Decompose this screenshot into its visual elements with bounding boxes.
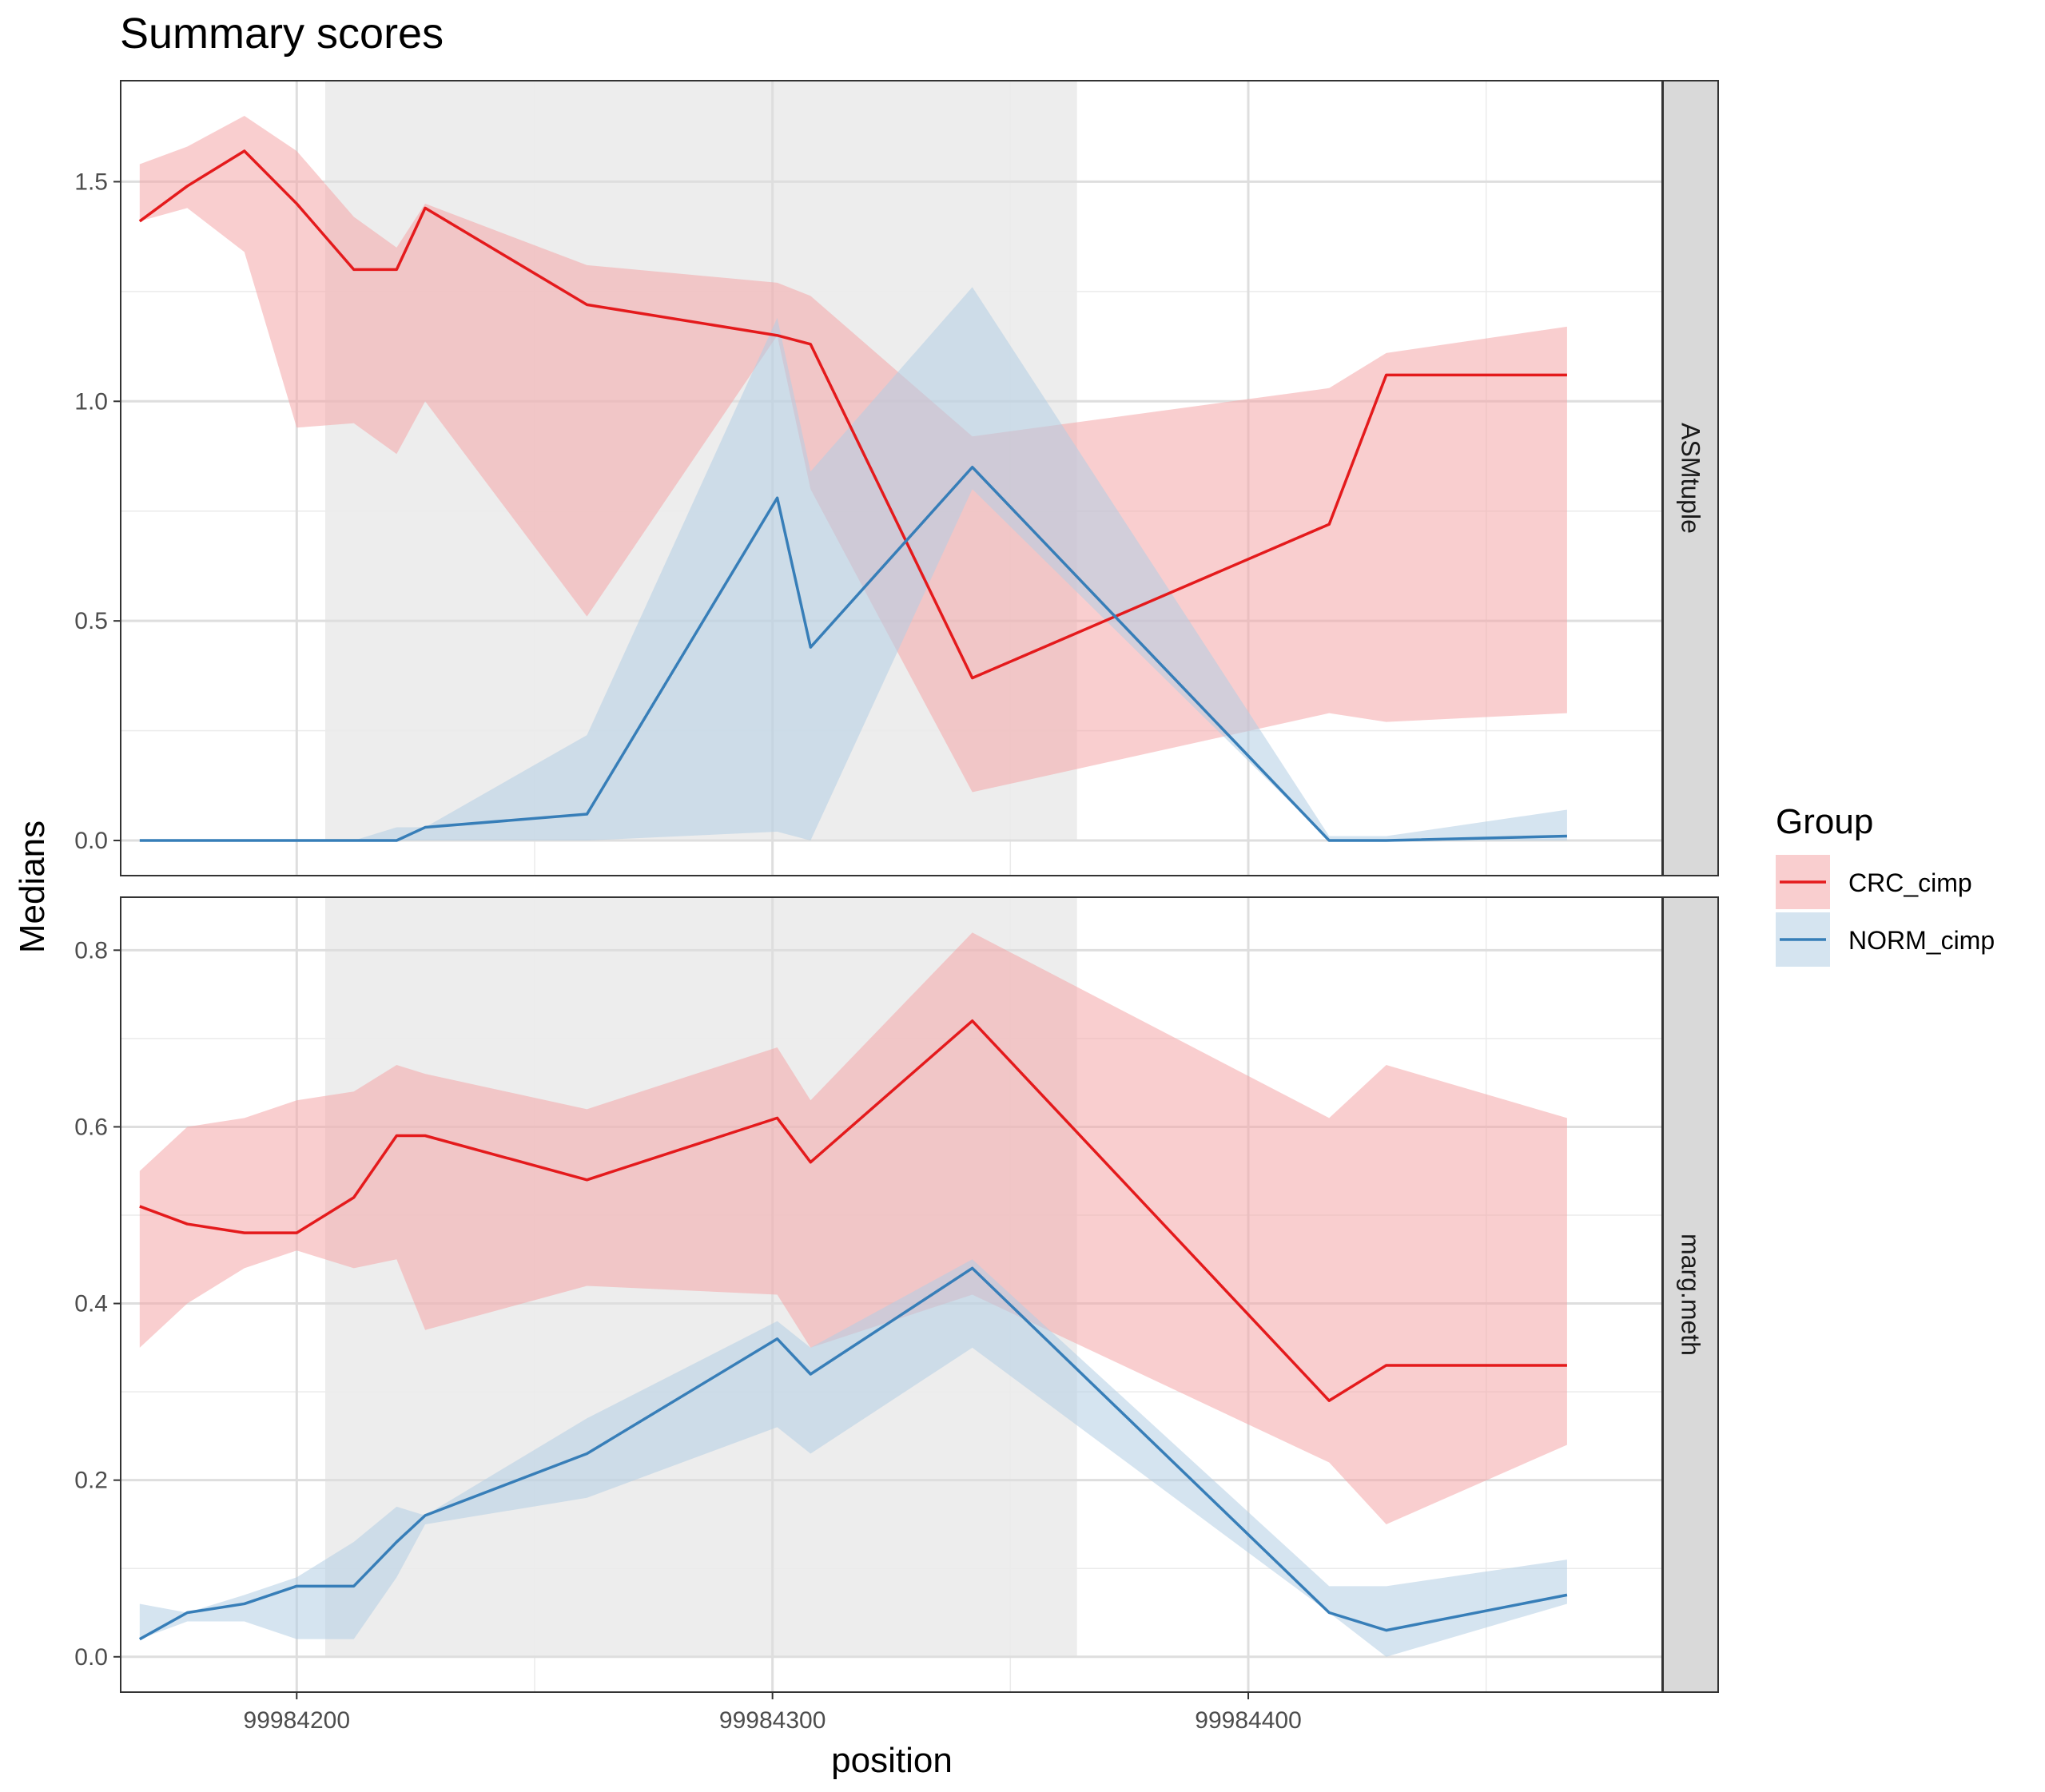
facet-strip-label: ASMtuple: [1677, 423, 1705, 534]
y-tick-label: 1.5: [74, 169, 108, 195]
y-tick-label: 0.6: [74, 1114, 108, 1140]
facet-panel: 0.0 0.2 0.4 0.6 0.8 marg.meth: [74, 896, 1719, 1693]
line-CRC_cimp: [138, 149, 1567, 680]
line-CRC_cimp: [139, 1019, 1567, 1402]
y-tick-label: 0.5: [74, 608, 108, 634]
line-NORM_cimp: [139, 466, 1567, 842]
ribbon-CRC_cimp: [139, 932, 1567, 1524]
facet-strip-label: marg.meth: [1677, 1234, 1705, 1356]
x-tick-label: 99984200: [244, 1707, 350, 1734]
legend-label: NORM_cimp: [1848, 926, 1995, 955]
x-axis: 99984200 99984300 99984400: [244, 1692, 1302, 1734]
x-tick-label: 99984300: [719, 1707, 826, 1734]
legend-item-CRC_cimp: CRC_cimp: [1776, 855, 1972, 909]
y-tick-label: 0.4: [74, 1291, 108, 1317]
facet-strip: [1662, 80, 1719, 876]
y-tick-label: 0.8: [74, 937, 108, 964]
legend-item-NORM_cimp: NORM_cimp: [1776, 912, 1995, 967]
chart-title: Summary scores: [120, 10, 444, 58]
y-tick-label: 0.2: [74, 1468, 108, 1494]
ribbon-NORM_cimp: [139, 287, 1567, 841]
facet-panel: 0.0 0.5 1.0 1.5 ASMtuple: [74, 80, 1719, 876]
legend: Group CRC_cimp NORM_cimp: [1776, 802, 1995, 967]
line-NORM_cimp: [138, 1266, 1568, 1641]
legend-title: Group: [1776, 802, 1873, 841]
facet-panels: 0.0 0.5 1.0 1.5 ASMtuple 0.0 0.2 0.4 0.6 0.8 marg.…: [74, 80, 1719, 1693]
y-tick-label: 1.0: [74, 388, 108, 415]
legend-label: CRC_cimp: [1848, 868, 1972, 897]
ribbon-NORM_cimp: [139, 1259, 1567, 1657]
facet-strip: [1662, 896, 1719, 1693]
y-tick-label: 0.0: [74, 828, 108, 854]
y-axis-title: Medians: [13, 821, 52, 953]
x-axis-title: position: [831, 1741, 953, 1780]
x-tick-label: 99984400: [1195, 1707, 1301, 1734]
y-tick-label: 0.0: [74, 1644, 108, 1671]
